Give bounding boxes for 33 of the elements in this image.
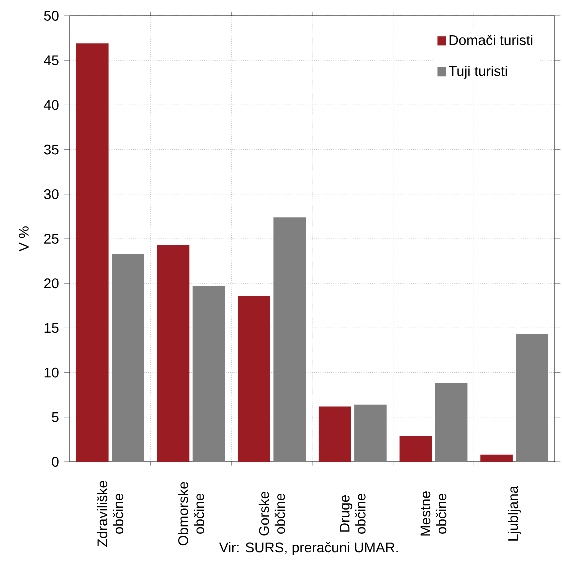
x-tick-label: Mestne občine	[420, 492, 447, 536]
bar	[354, 404, 387, 462]
y-tick-label: 30	[44, 189, 59, 200]
y-tick-label: 25	[44, 234, 59, 244]
x-tick-label: Ljubljana	[508, 486, 522, 541]
x-tick-label: Obmorske občine	[178, 482, 204, 546]
text: Vir: SURS, preračuni UMAR.	[219, 542, 398, 556]
y-tick-label: 15	[44, 323, 59, 334]
y-tick-label: 40	[44, 100, 59, 110]
x-tick-label: Druge občine	[340, 494, 366, 534]
bar	[435, 384, 468, 462]
bar	[516, 334, 549, 462]
y-tick-label: 0	[52, 457, 59, 467]
y-tick-label: 45	[44, 56, 59, 66]
bar	[192, 286, 226, 462]
y-tick-label: 5	[52, 412, 59, 422]
x-tick-label: Gorske občine	[258, 492, 286, 536]
legend-label: Domači turisti	[450, 34, 533, 46]
legend-label: Tuji turisti	[449, 66, 508, 79]
y-tick-label: 35	[44, 144, 59, 155]
bar	[400, 436, 432, 462]
bar	[274, 218, 306, 462]
y-tick-label: 50	[44, 11, 59, 21]
bar	[76, 44, 109, 462]
y-tick-label: 10	[44, 368, 59, 378]
bar	[480, 454, 513, 462]
bar	[112, 254, 144, 462]
y-axis-title: V %	[19, 226, 29, 252]
bar	[238, 296, 270, 462]
bar	[318, 406, 352, 462]
bar	[157, 245, 190, 462]
y-tick-label: 20	[44, 278, 59, 289]
x-tick-label: Zdraviliške občine	[97, 481, 124, 547]
